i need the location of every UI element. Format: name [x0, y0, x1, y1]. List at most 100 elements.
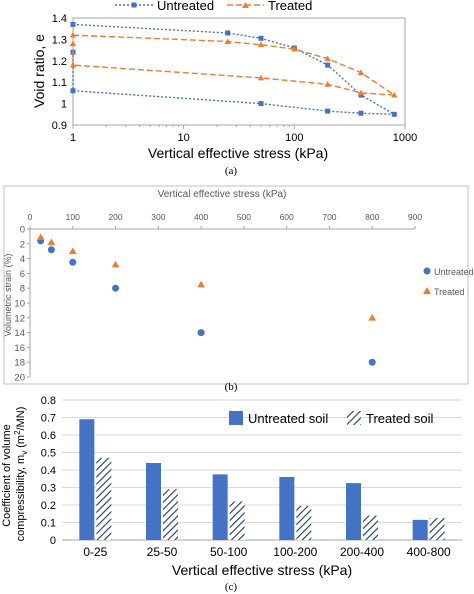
y-tick-label-a: 0.9	[52, 120, 67, 132]
x-tick-label-b: 700	[322, 212, 336, 222]
y-tick-label-a: 1.4	[52, 13, 67, 25]
legend-marker-untreated-b	[423, 267, 431, 275]
data-point-treated-b	[68, 247, 77, 255]
bar-untreated	[279, 477, 295, 540]
data-point-untreated-b	[197, 329, 205, 337]
bars-layer-c	[79, 419, 445, 540]
data-point-untreated-a	[358, 110, 364, 116]
panel-label-b: (b)	[225, 381, 238, 393]
bar-treated	[296, 505, 312, 540]
data-point-untreated-a	[391, 111, 397, 117]
x-tick-label-a: 1000	[393, 132, 417, 144]
data-point-treated-b	[111, 260, 120, 268]
x-tick-label-b: 900	[408, 212, 422, 222]
y-tick-label-b: 10	[14, 299, 25, 310]
data-point-untreated-b	[112, 284, 120, 292]
plot-area-a	[72, 17, 406, 126]
x-tick-label-c: 400-800	[407, 545, 451, 559]
x-tick-label-c: 200-400	[340, 545, 384, 559]
bar-treated	[163, 489, 178, 540]
y-tick-label-c: 0.6	[41, 430, 56, 442]
legend-a: Untreated Treated	[115, 0, 312, 13]
panel-label-a: (a)	[225, 165, 238, 177]
y-tick-label-c: 0.2	[41, 500, 56, 512]
y-tick-label-a: 1.3	[52, 34, 67, 46]
legend-label-treated-b: Treated	[434, 287, 465, 297]
data-point-untreated-a	[70, 21, 76, 27]
y-tick-label-b: 0	[20, 225, 25, 236]
bar-untreated	[346, 483, 361, 540]
data-point-untreated-a	[258, 101, 264, 107]
series-line-treated-a	[72, 34, 397, 96]
data-point-untreated-a	[225, 30, 231, 36]
data-point-treated-a	[391, 91, 398, 98]
y-tick-label-b: 16	[14, 343, 25, 354]
x-tick-label-b: 200	[108, 212, 122, 222]
x-tick-label-a: 10	[178, 132, 190, 144]
legend-swatch-treated-c	[347, 411, 361, 425]
data-point-treated-b	[47, 238, 56, 246]
y-tick-label-a: 1	[61, 99, 67, 111]
legend-label-untreated-c: Untreated soil	[248, 411, 328, 426]
x-axis-label-b: Vertical effective stress (kPa)	[158, 189, 287, 200]
bar-treated	[363, 515, 378, 540]
data-point-treated-a	[69, 61, 77, 68]
y-axis-label-c-line2: compressibility, mv (m2/MN)	[13, 407, 29, 542]
data-point-treated-a	[357, 69, 365, 75]
y-tick-label-a: 1.2	[52, 56, 67, 68]
y-tick-label-c: 0.8	[41, 395, 56, 407]
y-tick-label-b: 14	[14, 328, 25, 339]
legend-label-treated-a: Treated	[268, 0, 312, 13]
data-point-treated-a	[324, 81, 331, 87]
bar-treated	[229, 501, 245, 540]
y-tick-label-c: 0.3	[41, 483, 56, 495]
bar-untreated	[212, 474, 228, 540]
legend-marker-treated-a	[242, 2, 249, 8]
chart-border-b	[3, 185, 469, 385]
x-tick-label-a: 100	[285, 132, 303, 144]
x-tick-label-b: 400	[194, 212, 208, 222]
series-line-untreated-a	[72, 23, 395, 115]
x-tick-label-b: 600	[280, 212, 294, 222]
panel-label-c: (c)	[225, 581, 238, 593]
series-layer-b	[36, 233, 377, 366]
x-tick-label-c: 50-100	[210, 545, 248, 559]
x-axis-ticks-a: 1 10 100 1000	[70, 125, 417, 144]
y-tick-label-b: 6	[20, 269, 25, 280]
y-tick-label-b: 2	[20, 239, 25, 250]
bar-treated	[429, 518, 445, 540]
data-point-treated-b	[197, 280, 205, 288]
bar-untreated	[412, 519, 428, 540]
y-axis-ticks-a: 0.9 1 1.1 1.2 1.3 1.4	[52, 13, 67, 132]
legend-marker-untreated-a	[131, 2, 137, 8]
legend-label-untreated-a: Untreated	[157, 0, 214, 13]
compressibility-chart: 0 0.1 0.2 0.3 0.4 0.5 0.6 0.7 0.8 0-25 25-50 50-10…	[1, 395, 462, 593]
data-point-treated-a	[357, 89, 365, 96]
data-point-untreated-a	[325, 62, 331, 68]
y-tick-label-b: 8	[20, 284, 25, 295]
y-tick-label-b: 20	[14, 373, 25, 384]
y-tick-label-c: 0.5	[41, 448, 56, 460]
x-tick-label-b: 800	[365, 212, 379, 222]
data-point-treated-a	[257, 41, 265, 48]
data-point-untreated-a	[325, 108, 331, 114]
x-tick-label-c: 25-50	[147, 545, 178, 559]
y-tick-label-c: 0	[50, 535, 56, 547]
bar-treated	[96, 457, 112, 540]
data-point-untreated-a	[70, 88, 76, 94]
y-axis-ticks-c: 0 0.1 0.2 0.3 0.4 0.5 0.6 0.7 0.8	[41, 395, 56, 547]
y-tick-label-b: 18	[14, 358, 25, 369]
y-tick-label-b: 4	[20, 254, 25, 265]
legend-b: Untreated Treated	[423, 267, 474, 297]
data-point-treated-a	[224, 38, 231, 44]
volumetric-strain-chart: 0 2 4 6 8 10 12 14 16 18 20 0 100 200 300 400 500 600 700…	[3, 185, 474, 393]
x-axis-label-a: Vertical effective stress (kPa)	[148, 145, 328, 161]
legend-marker-treated-b	[423, 287, 431, 294]
data-point-treated-a	[291, 45, 298, 52]
gridlines-c	[62, 399, 462, 523]
data-point-treated-a	[257, 74, 265, 81]
x-tick-label-c: 0-25	[83, 545, 107, 559]
x-tick-label-b: 0	[28, 212, 33, 222]
y-axis-label-c: Coefficient of volume compressibility, m…	[1, 407, 29, 542]
